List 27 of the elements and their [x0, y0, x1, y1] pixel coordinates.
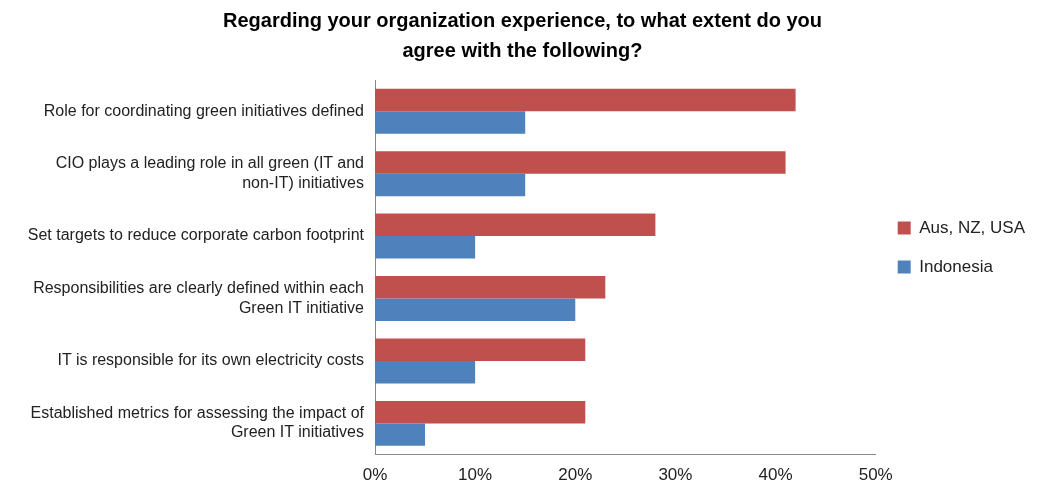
bar [375, 151, 786, 174]
bar [375, 423, 426, 446]
bar [375, 276, 606, 299]
bar [375, 173, 526, 197]
bar [375, 298, 576, 321]
legend-label: Indonesia [919, 256, 994, 276]
y-tick-label: IT is responsible for its own electricity costs [57, 351, 364, 369]
bar [375, 236, 476, 259]
y-tick-label: CIO plays a leading role in all green (IT and non-IT) initiatives [55, 154, 364, 191]
y-tick-label: Role for coordinating green initiatives defined [43, 101, 364, 119]
x-tick-label: 50% [858, 465, 893, 485]
bar [375, 88, 796, 112]
x-tick-label: 20% [558, 465, 593, 485]
bar [375, 111, 526, 134]
x-tick-label: 10% [458, 465, 493, 485]
y-tick-label: Responsibilities are clearly defined within each Green IT initiative [33, 279, 365, 316]
chart-title: Regarding your organization experience, to what extent do you agree with the following? [223, 8, 822, 61]
x-tick-label: 0% [362, 465, 388, 485]
y-tick-label: Established metrics for assessing the impact of Green IT initiatives [30, 404, 365, 441]
x-tick-label: 40% [758, 465, 793, 485]
x-tick-label: 30% [658, 465, 693, 485]
bar [375, 338, 586, 361]
bar [375, 213, 656, 237]
legend-label: Aus, NZ, USA [919, 217, 1026, 237]
y-tick-label: Set targets to reduce corporate carbon footprint [27, 226, 365, 244]
bar [375, 360, 476, 384]
bar [375, 400, 586, 424]
